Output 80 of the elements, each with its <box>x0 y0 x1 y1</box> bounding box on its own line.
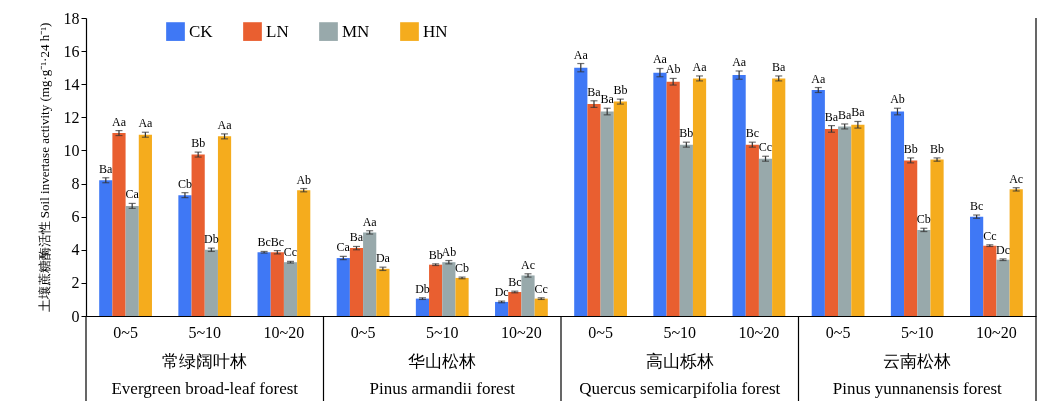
data-label: Cb <box>177 176 192 191</box>
data-label: Bb <box>191 136 206 151</box>
x-tick-label: 10~20 <box>263 323 305 341</box>
y-tick-label: 14 <box>63 75 80 93</box>
data-label: Ab <box>665 62 681 77</box>
x-tick-label: 5~10 <box>663 323 697 341</box>
text: Evergreen broad-leaf forest <box>111 379 299 398</box>
y-tick-label: 10 <box>63 141 80 159</box>
y-tick-label: 0 <box>71 307 80 325</box>
x-tick-label: 10~20 <box>501 323 542 341</box>
data-label: Aa <box>573 47 589 62</box>
x-tick-label: 5~10 <box>425 323 459 341</box>
data-label: Da <box>375 251 391 266</box>
data-label: Cb <box>916 212 931 227</box>
legend-label: LN <box>266 21 289 41</box>
data-label: Bc <box>969 199 984 214</box>
y-tick-label: 2 <box>71 274 80 292</box>
data-label: Aa <box>692 59 708 74</box>
y-tick-label: 18 <box>63 9 80 27</box>
data-label: Ac <box>1009 171 1024 186</box>
data-label: Bb <box>679 126 694 141</box>
text: Pinus armandii forest <box>369 379 516 398</box>
data-label: Ba <box>772 59 787 74</box>
text: Pinus yunnanensis forest <box>832 379 1003 398</box>
y-tick-label: 8 <box>71 175 80 193</box>
data-label: Bb <box>428 247 443 262</box>
data-label: Aa <box>732 54 747 69</box>
data-label: Ba <box>824 109 839 124</box>
x-tick-label: 10~20 <box>976 323 1017 341</box>
data-label: Aa <box>362 214 378 229</box>
data-label: Bc <box>508 275 522 290</box>
data-label: Dc <box>494 285 509 300</box>
data-label: Bc <box>257 235 271 250</box>
text: 华山松林 <box>408 352 477 371</box>
data-label: Ba <box>349 230 364 245</box>
data-label: Bb <box>903 141 918 156</box>
data-label: Bb <box>930 141 945 156</box>
x-tick-label: 5~10 <box>188 323 222 341</box>
data-label: Cc <box>983 228 997 243</box>
text: 云南松林 <box>883 352 952 371</box>
data-label: Aa <box>111 114 127 129</box>
data-label: Ba <box>838 107 853 122</box>
data-label: Cc <box>758 140 773 155</box>
y-tick-label: 12 <box>63 108 80 126</box>
data-label: Ba <box>851 105 866 120</box>
x-tick-label: 0~5 <box>350 323 376 341</box>
data-label: Bc <box>745 126 759 141</box>
data-label: Bc <box>270 234 284 249</box>
data-label: Ca <box>336 240 351 255</box>
data-label: Ba <box>587 84 602 99</box>
data-label: Ab <box>296 172 312 187</box>
data-label: Cb <box>455 261 470 276</box>
data-label: Aa <box>811 71 826 86</box>
data-label: Ba <box>600 92 615 107</box>
data-label: Ac <box>521 257 536 272</box>
x-tick-label: 0~5 <box>825 323 851 341</box>
text: Quercus semicarpifolia forest <box>579 379 781 398</box>
text: 高山栎林 <box>645 352 714 371</box>
data-label: Ab <box>890 92 905 107</box>
data-label: Aa <box>652 52 668 67</box>
x-tick-label: 0~5 <box>113 323 138 341</box>
x-tick-label: 10~20 <box>738 323 780 341</box>
y-tick-label: 16 <box>63 42 80 60</box>
text: 常绿阔叶林 <box>162 352 248 371</box>
data-label: Cc <box>283 245 298 260</box>
y-axis-title: 土壤蔗糖酶活性 Soil invertase activity (mg·g⁻¹·24 h⁻¹) <box>36 22 52 313</box>
data-label: Ca <box>125 187 140 202</box>
x-tick-label: 0~5 <box>588 323 613 341</box>
legend-label: CK <box>189 21 214 41</box>
legend-label: MN <box>342 21 370 41</box>
data-label: Cc <box>534 281 548 296</box>
data-label: Bb <box>613 83 628 98</box>
data-label: Aa <box>138 116 154 131</box>
legend-label: HN <box>423 21 448 41</box>
data-label: Dc <box>996 242 1011 257</box>
data-label: Ba <box>99 161 114 176</box>
y-tick-label: 6 <box>71 208 80 226</box>
y-tick-label: 4 <box>71 241 80 259</box>
data-label: Aa <box>217 117 233 132</box>
x-tick-label: 5~10 <box>900 323 934 341</box>
